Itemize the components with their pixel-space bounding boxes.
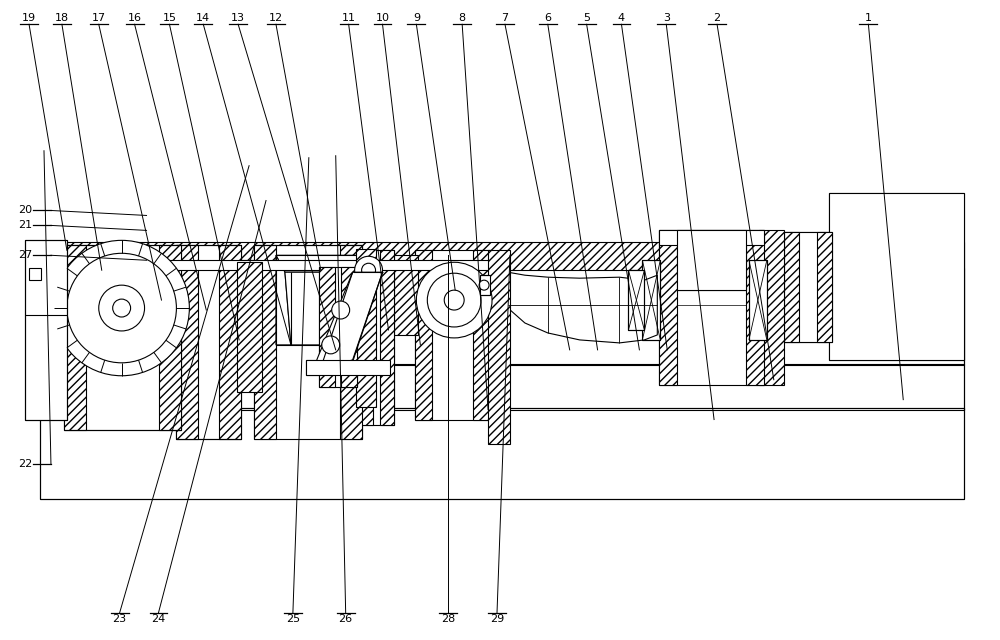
Bar (415, 250, 490, 420)
Text: 19: 19 (22, 13, 36, 23)
Bar (628, 270, 644, 330)
Bar (306, 360, 390, 375)
Bar (488, 250, 510, 444)
Polygon shape (276, 255, 362, 272)
Bar (64, 245, 181, 429)
Polygon shape (285, 272, 353, 345)
Bar (147, 260, 495, 270)
Bar (40, 408, 964, 499)
Bar (40, 243, 964, 270)
Circle shape (479, 280, 489, 290)
Bar (628, 270, 644, 330)
Bar (319, 268, 357, 387)
Polygon shape (347, 255, 362, 345)
Circle shape (416, 262, 492, 338)
Bar (642, 260, 660, 340)
Bar (40, 364, 964, 410)
Bar (829, 193, 964, 360)
Bar (176, 245, 198, 440)
Text: 9: 9 (413, 13, 420, 23)
Bar (358, 250, 394, 424)
Bar (40, 268, 964, 365)
Bar (237, 262, 262, 392)
Bar (380, 250, 394, 424)
Bar (159, 245, 181, 429)
Text: 21: 21 (18, 220, 32, 230)
Text: 15: 15 (162, 13, 176, 23)
Polygon shape (508, 272, 657, 343)
Bar (341, 268, 357, 387)
Bar (356, 250, 376, 406)
Polygon shape (317, 272, 383, 370)
Text: 2: 2 (713, 13, 721, 23)
Bar (749, 260, 767, 340)
Circle shape (355, 256, 383, 284)
Text: 20: 20 (18, 205, 32, 216)
Bar (340, 245, 362, 440)
Bar (473, 250, 490, 420)
Bar (254, 245, 362, 440)
Bar (759, 230, 784, 385)
Text: 27: 27 (18, 250, 32, 260)
Bar (659, 230, 764, 385)
Text: 3: 3 (663, 13, 670, 23)
Text: 6: 6 (544, 13, 551, 23)
Text: 23: 23 (113, 614, 127, 624)
Circle shape (113, 299, 131, 317)
Bar (319, 268, 335, 387)
Text: 5: 5 (583, 13, 590, 23)
Text: 29: 29 (490, 614, 504, 624)
Bar (29, 268, 41, 280)
Bar (749, 260, 767, 340)
Bar (254, 245, 276, 440)
Circle shape (444, 290, 464, 310)
Bar (390, 255, 418, 335)
Circle shape (67, 253, 176, 363)
Text: 26: 26 (339, 614, 353, 624)
Bar (659, 230, 677, 385)
Bar (358, 250, 373, 424)
Bar (64, 245, 86, 429)
Text: 22: 22 (18, 460, 32, 469)
Text: 24: 24 (151, 614, 166, 624)
Bar (784, 232, 832, 342)
Text: 10: 10 (376, 13, 390, 23)
Text: 25: 25 (286, 614, 300, 624)
Bar (219, 245, 241, 440)
Circle shape (332, 301, 350, 319)
Text: 4: 4 (618, 13, 625, 23)
Bar (817, 232, 832, 342)
Circle shape (322, 336, 340, 354)
Bar (480, 275, 490, 295)
Text: 28: 28 (441, 614, 455, 624)
Text: 14: 14 (196, 13, 210, 23)
Text: 8: 8 (459, 13, 466, 23)
Text: 18: 18 (55, 13, 69, 23)
Bar (642, 260, 660, 340)
Circle shape (54, 241, 189, 376)
Text: 1: 1 (865, 13, 872, 23)
Bar (784, 232, 799, 342)
Bar (746, 230, 764, 385)
Bar (25, 241, 67, 420)
Text: 16: 16 (128, 13, 142, 23)
Circle shape (99, 285, 145, 331)
Bar (415, 250, 432, 420)
Circle shape (427, 273, 481, 327)
Bar (677, 230, 746, 290)
Text: 11: 11 (342, 13, 356, 23)
Text: 12: 12 (269, 13, 283, 23)
Bar (176, 245, 241, 440)
Text: 13: 13 (231, 13, 245, 23)
Bar (659, 230, 764, 245)
Polygon shape (276, 255, 291, 345)
Text: 7: 7 (501, 13, 509, 23)
Text: 17: 17 (92, 13, 106, 23)
Circle shape (362, 263, 376, 277)
